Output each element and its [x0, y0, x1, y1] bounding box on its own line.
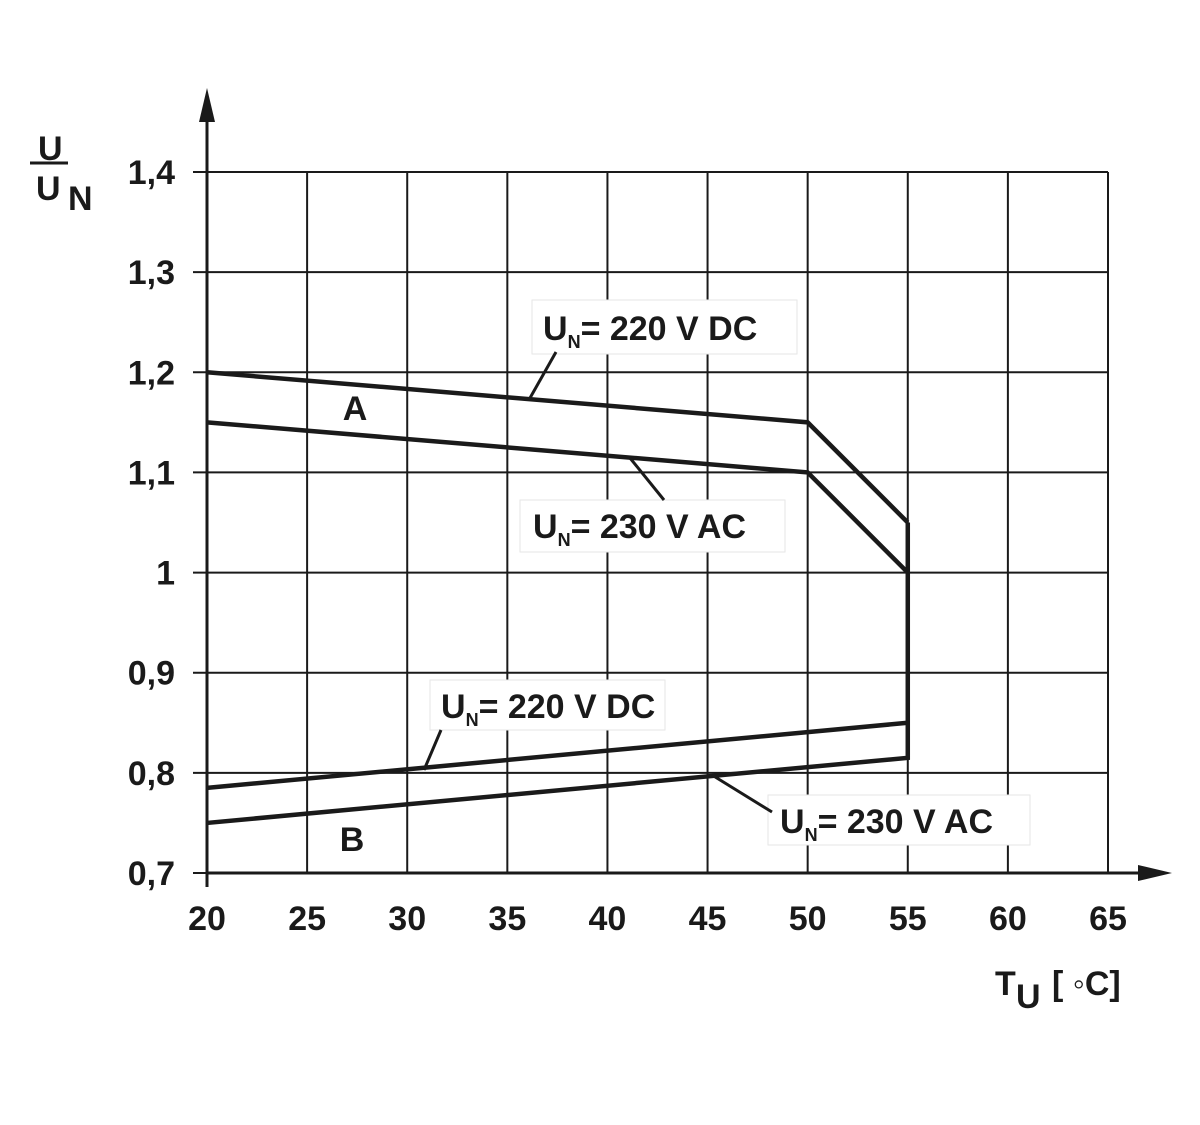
series-line [206, 370, 910, 525]
series-line [206, 522, 911, 826]
y-axis-label: UU N [30, 130, 93, 218]
label-part: N [568, 332, 581, 352]
x-axis-arrow [1138, 865, 1172, 881]
leader-line [422, 729, 443, 771]
annotation: B [340, 821, 365, 859]
leader-line [628, 457, 666, 501]
y-tick-label: 1 [156, 555, 175, 593]
x-label-part: T [995, 965, 1016, 1003]
label-part: N [558, 530, 571, 550]
y-tick-label: 1,2 [128, 354, 175, 392]
x-tick-label: 20 [188, 900, 226, 938]
y-tick-label: 1,1 [128, 454, 175, 492]
label-part: N [466, 710, 479, 730]
label-part: = 220 V DC [479, 688, 656, 726]
y-tick-label: 1,4 [128, 154, 175, 192]
label-text: UN= 230 V AC [780, 803, 993, 845]
x-tick-label: 25 [288, 900, 326, 938]
label-part: U [543, 310, 568, 348]
label-box [767, 794, 1031, 846]
x-tick-label: 55 [889, 900, 927, 938]
x-tick-label: 60 [989, 900, 1027, 938]
y-axis-arrow [199, 88, 215, 122]
leader-line [528, 351, 558, 399]
x-tick-label: 45 [689, 900, 727, 938]
y-label-part: N [68, 180, 93, 218]
x-tick-label: 30 [388, 900, 426, 938]
y-tick-label: 0,8 [128, 755, 175, 793]
y-tick-label: 1,3 [128, 254, 175, 292]
x-tick-label: 65 [1089, 900, 1127, 938]
label-part: U [533, 508, 558, 546]
y-label-part: U [36, 170, 61, 208]
label-box [531, 299, 798, 355]
series-label: UN= 220 V DC [422, 679, 666, 771]
x-label-part: [ ◦C] [1052, 965, 1121, 1003]
series-line [206, 420, 910, 575]
annotation: A [343, 390, 368, 428]
label-part: = 230 V AC [818, 803, 993, 841]
series-label: UN= 230 V AC [519, 457, 786, 553]
leader-line [711, 773, 773, 814]
label-box [519, 499, 786, 553]
x-label-part: U [1016, 978, 1041, 1016]
x-tick-label: 50 [789, 900, 827, 938]
y-tick-label: 0,7 [128, 855, 175, 893]
label-part: N [805, 825, 818, 845]
label-part: = 220 V DC [581, 310, 758, 348]
x-tick-label: 40 [589, 900, 627, 938]
label-text: UN= 220 V DC [543, 310, 757, 352]
y-tick-label: 0,9 [128, 655, 175, 693]
label-part: U [441, 688, 466, 726]
label-text: UN= 220 V DC [441, 688, 655, 730]
label-text: UN= 230 V AC [533, 508, 746, 550]
series-line [206, 720, 908, 791]
series-label: UN= 230 V AC [711, 773, 1031, 846]
x-axis-label: T U [ ◦C] [995, 965, 1121, 1016]
series-label: UN= 220 V DC [528, 299, 798, 399]
label-box [429, 679, 666, 731]
label-part: U [780, 803, 805, 841]
x-tick-label: 35 [488, 900, 526, 938]
label-part: = 230 V AC [571, 508, 746, 546]
